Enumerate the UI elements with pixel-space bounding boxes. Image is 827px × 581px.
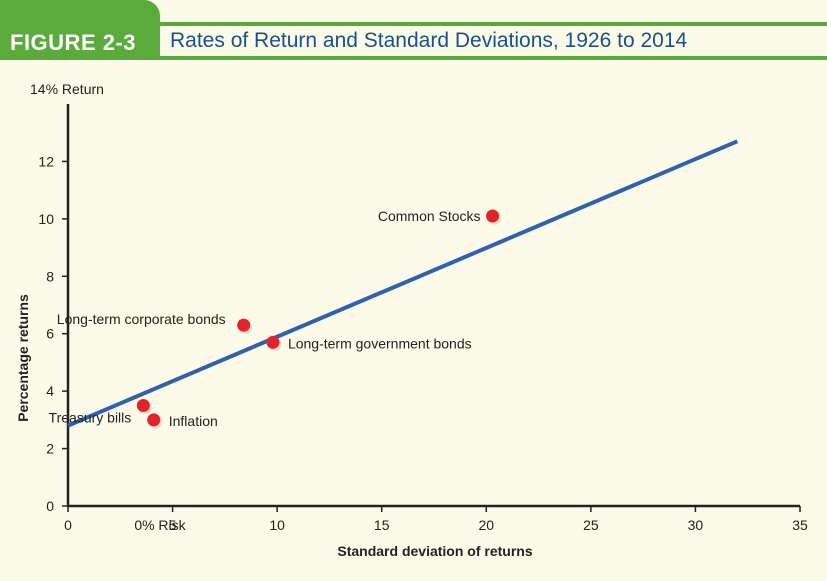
- y-tick-label: 8: [46, 268, 54, 284]
- y-tick-label: 2: [46, 441, 54, 457]
- x-tick-label: 35: [792, 517, 808, 533]
- y-tick-label: 10: [38, 211, 54, 227]
- data-point-label: Long-term corporate bonds: [57, 311, 226, 327]
- y-tick-label: 12: [38, 153, 54, 169]
- data-point: [486, 209, 500, 223]
- y-axis-top-label: 14% Return: [30, 81, 104, 97]
- x-axis-origin-label: 0% Risk: [134, 517, 186, 533]
- x-tick-label: 20: [478, 517, 494, 533]
- data-point: [136, 399, 150, 412]
- data-point-label: Common Stocks: [378, 208, 481, 224]
- y-axis-title: Percentage returns: [15, 294, 31, 422]
- data-point-label: Inflation: [169, 413, 218, 429]
- figure-header: FIGURE 2-3 Rates of Return and Standard …: [0, 0, 827, 60]
- data-point: [237, 318, 251, 332]
- y-tick-label: 0: [46, 498, 54, 514]
- x-tick-label: 25: [583, 517, 599, 533]
- figure-title: Rates of Return and Standard Deviations,…: [170, 29, 688, 52]
- y-tick-label: 4: [46, 383, 54, 399]
- x-tick-label: 15: [374, 517, 390, 533]
- chart-axes: [66, 104, 800, 508]
- y-tick-label: 6: [46, 326, 54, 342]
- risk-return-chart: 0 5 10 15 20 25 30 35 0 2 4 6 8 10 12 Common Stocks Lon…: [15, 81, 808, 559]
- data-points: Common Stocks Long-term corporate bonds Lo…: [49, 208, 502, 429]
- x-tick-label: 5: [169, 517, 177, 533]
- data-point: [266, 335, 280, 349]
- data-point-label: Treasury bills: [49, 410, 132, 426]
- trend-line: [67, 139, 739, 428]
- x-tick-label: 0: [64, 517, 72, 533]
- data-point: [147, 413, 161, 427]
- x-axis-title: Standard deviation of returns: [337, 543, 532, 559]
- chart-ticks: 0 5 10 15 20 25 30 35 0 2 4 6 8 10 12: [38, 153, 808, 533]
- data-point-label: Long-term government bonds: [288, 335, 472, 351]
- figure-title-box: Rates of Return and Standard Deviations,…: [160, 22, 827, 60]
- figure-number: FIGURE 2-3: [10, 30, 137, 55]
- x-tick-label: 30: [688, 517, 704, 533]
- trend-line-group: [67, 139, 739, 428]
- x-tick-label: 10: [269, 517, 285, 533]
